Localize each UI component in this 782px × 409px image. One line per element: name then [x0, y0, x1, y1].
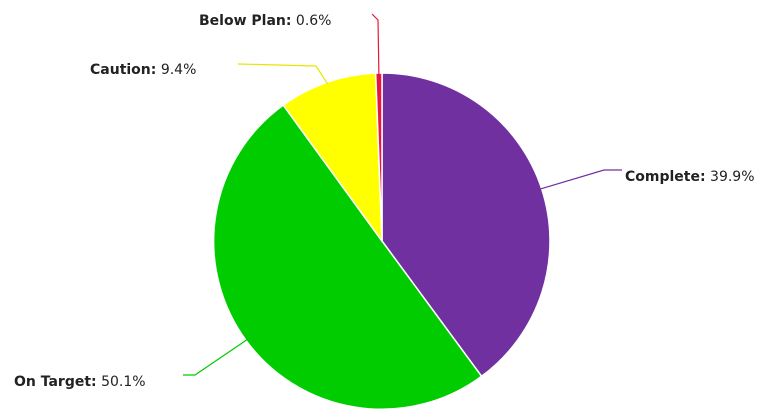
pie-slices: [212, 72, 551, 409]
data-labels: Complete: 39.9% On Target: 50.1% Caution: …: [14, 13, 755, 390]
data-label-name: Caution:: [90, 62, 156, 78]
leader-line-caution: [237, 63, 329, 85]
data-label-value: 39.9%: [706, 169, 755, 185]
data-label-name: Below Plan:: [199, 13, 291, 29]
data-label-complete: Complete: 39.9%: [625, 169, 755, 185]
data-label-name: Complete:: [625, 169, 706, 185]
leader-line-below-plan: [371, 13, 380, 76]
data-label-name: On Target:: [14, 374, 97, 390]
leader-line-complete: [539, 169, 622, 190]
data-label-caution: Caution: 9.4%: [90, 62, 196, 78]
data-label-value: 9.4%: [156, 62, 196, 78]
data-label-below-plan: Below Plan: 0.6%: [199, 13, 332, 29]
data-label-value: 50.1%: [97, 374, 146, 390]
leader-line-on-target: [183, 338, 249, 376]
leader-lines: [183, 13, 622, 376]
data-label-on-target: On Target: 50.1%: [14, 374, 146, 390]
data-label-value: 0.6%: [291, 13, 331, 29]
